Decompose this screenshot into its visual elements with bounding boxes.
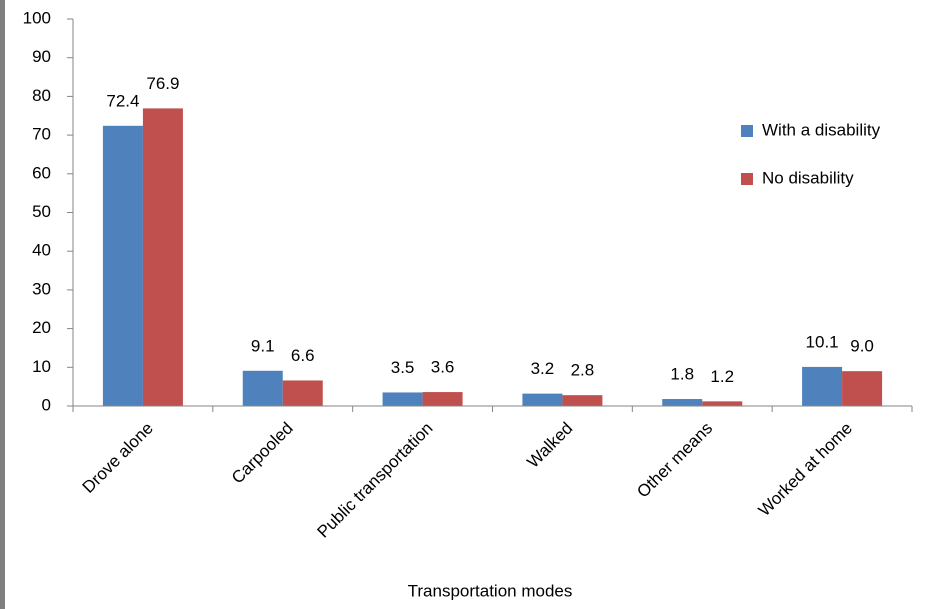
y-tick-label: 50 <box>32 202 51 221</box>
data-label: 72.4 <box>106 91 139 110</box>
bar <box>102 125 143 406</box>
bar <box>842 371 883 406</box>
data-label: 1.2 <box>710 367 734 386</box>
y-tick-label: 80 <box>32 86 51 105</box>
bar <box>702 401 743 406</box>
y-tick-label: 60 <box>32 163 51 182</box>
data-label: 3.6 <box>431 358 455 377</box>
y-tick-label: 90 <box>32 47 51 66</box>
bar <box>802 366 843 406</box>
bar <box>242 370 283 406</box>
legend-label: With a disability <box>762 120 881 139</box>
x-tick-label: Worked at home <box>755 419 856 520</box>
bar <box>562 395 603 406</box>
x-axis-title: Transportation modes <box>408 581 573 600</box>
x-tick-label: Carpooled <box>228 419 297 488</box>
legend-swatch <box>741 125 753 137</box>
bar <box>382 392 423 406</box>
data-label: 2.8 <box>571 361 595 380</box>
legend-label: No disability <box>762 168 854 187</box>
y-tick-label: 40 <box>32 241 51 260</box>
y-tick-label: 70 <box>32 125 51 144</box>
y-tick-label: 10 <box>32 357 51 376</box>
data-label: 76.9 <box>146 74 179 93</box>
data-label: 9.1 <box>251 336 275 355</box>
data-label: 3.5 <box>391 358 415 377</box>
x-tick-label: Drove alone <box>79 419 157 497</box>
data-label: 3.2 <box>531 359 555 378</box>
bar <box>522 393 563 406</box>
legend-swatch <box>741 173 753 185</box>
data-label: 6.6 <box>291 346 315 365</box>
bar <box>422 392 463 406</box>
bar <box>282 380 323 406</box>
x-tick-label: Public transportation <box>314 419 437 542</box>
y-tick-label: 100 <box>23 8 51 27</box>
data-label: 1.8 <box>670 365 694 384</box>
data-label: 9.0 <box>850 337 874 356</box>
bar <box>662 399 703 406</box>
y-tick-label: 20 <box>32 318 51 337</box>
x-tick-label: Other means <box>633 419 716 502</box>
x-tick-label: Walked <box>523 419 576 472</box>
y-tick-label: 30 <box>32 279 51 298</box>
frame-edge <box>0 0 5 609</box>
y-tick-label: 0 <box>42 395 51 414</box>
bar <box>142 108 183 406</box>
data-label: 10.1 <box>806 332 839 351</box>
